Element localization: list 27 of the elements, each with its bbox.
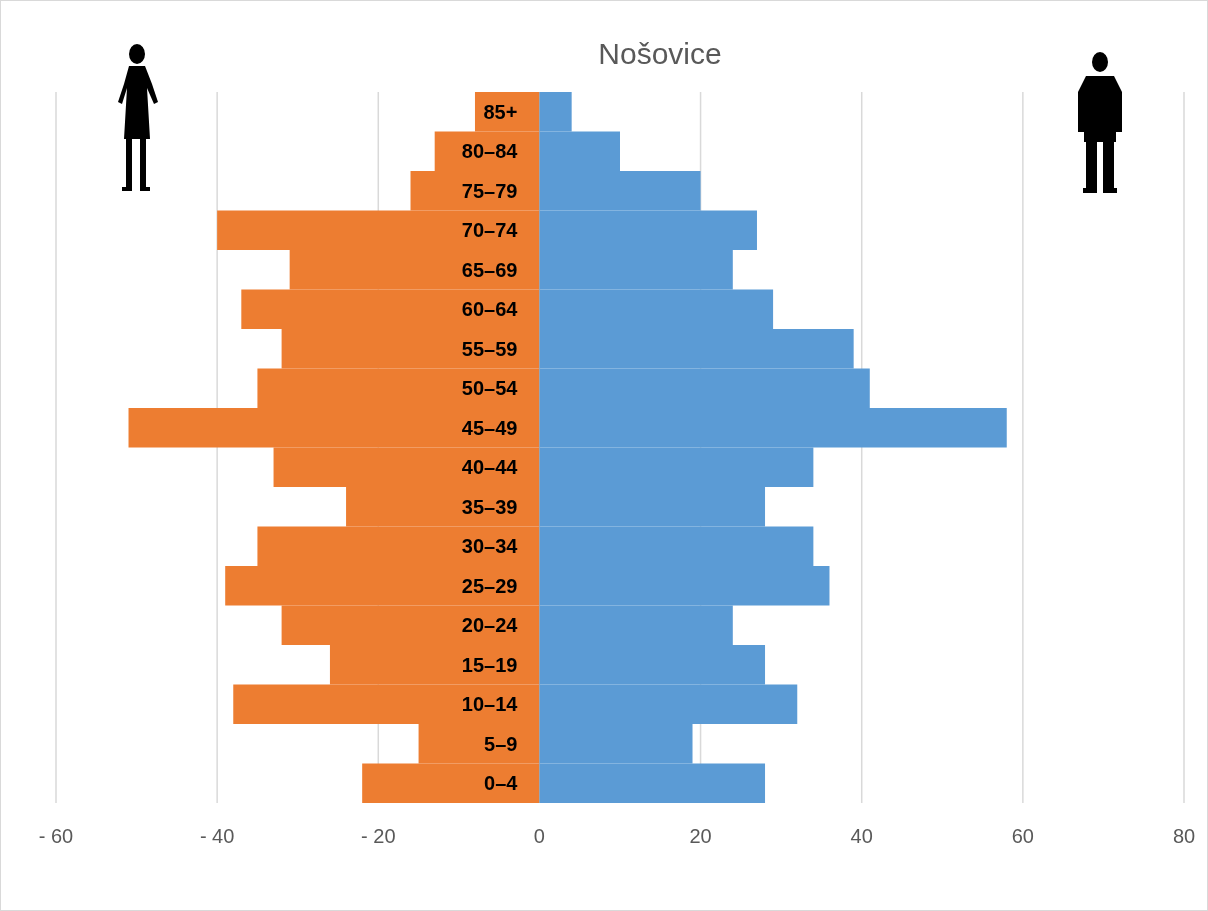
y-tick-label: 65–69	[461, 258, 518, 281]
y-tick-label: 60–64	[461, 298, 519, 321]
x-tick-label: - 20	[361, 825, 396, 847]
x-tick-label: - 40	[199, 825, 235, 847]
y-tick-label: 20–24	[461, 614, 519, 637]
y-tick-label: 10–14	[461, 693, 519, 716]
y-tick-label: 45–49	[461, 416, 518, 439]
x-tick-label: 60	[1011, 825, 1034, 847]
y-tick-label: 70–74	[461, 219, 519, 242]
y-tick-label: 80–84	[461, 140, 519, 163]
x-tick-label: 20	[689, 825, 712, 847]
y-tick-label: 35–39	[461, 495, 518, 518]
x-tick-label: 0	[533, 825, 545, 847]
y-tick-label: 85+	[483, 100, 518, 123]
y-tick-label: 0–4	[484, 772, 519, 795]
x-tick-label: 40	[850, 825, 873, 847]
y-tick-label: 5–9	[484, 732, 518, 755]
y-tick-label: 50–54	[461, 377, 519, 400]
y-tick-label: 40–44	[461, 456, 519, 479]
x-tick-label: 80	[1172, 825, 1196, 847]
y-tick-label: 15–19	[461, 653, 518, 676]
y-tick-label: 55–59	[461, 337, 518, 360]
chart-title: Nošovice	[598, 37, 722, 70]
y-tick-label: 30–34	[461, 535, 519, 558]
y-tick-label: 25–29	[461, 574, 518, 597]
x-tick-label: - 60	[38, 825, 74, 847]
y-tick-label: 75–79	[461, 179, 518, 202]
